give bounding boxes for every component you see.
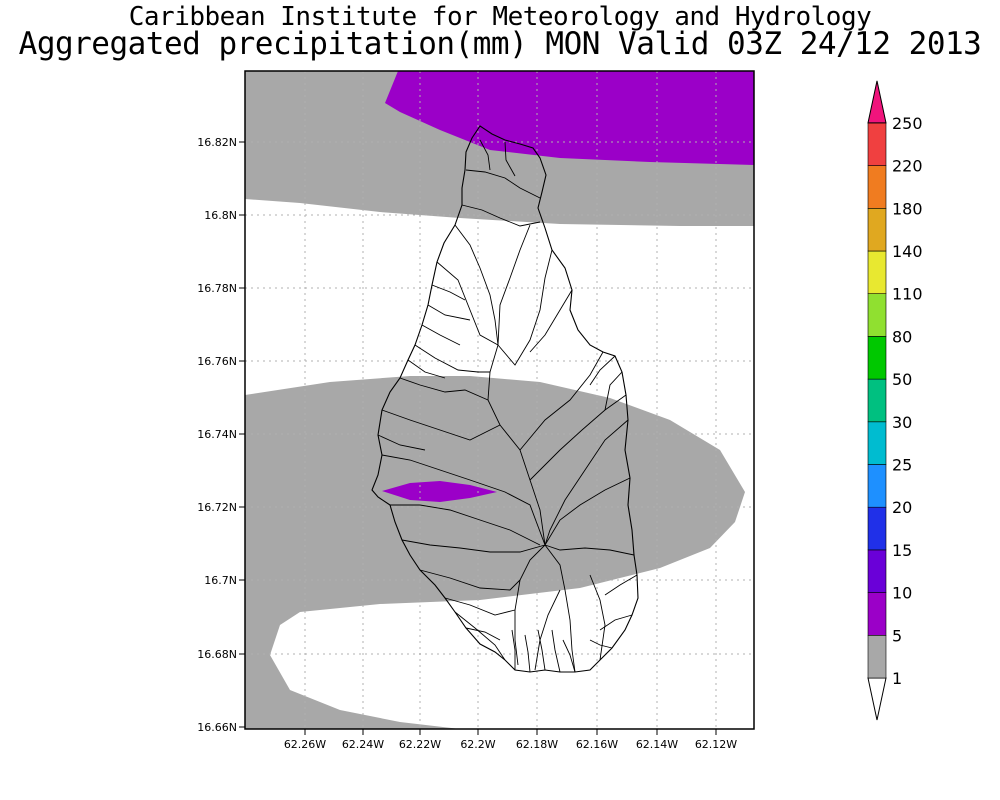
lon-tick-label: 62.18W (516, 738, 558, 751)
lat-tick-label: 16.72N (197, 501, 237, 514)
legend-label: 15 (892, 541, 912, 560)
watershed-boundaries (377, 139, 638, 673)
legend-swatch (867, 506, 887, 551)
lon-tick-label: 62.16W (576, 738, 618, 751)
lon-tick-label: 62.14W (636, 738, 678, 751)
legend-label: 110 (892, 285, 923, 304)
lon-tick-label: 62.12W (695, 738, 737, 751)
precip-band-central (245, 376, 745, 729)
legend-swatch (867, 378, 887, 423)
legend-label: 250 (892, 114, 923, 133)
legend-swatch (867, 549, 887, 593)
lat-tick-label: 16.68N (197, 648, 237, 661)
lat-tick-label: 16.8N (204, 209, 237, 222)
chart-subtitle: Aggregated precipitation(mm) MON Valid 0… (18, 26, 982, 62)
legend-label: 10 (892, 584, 912, 603)
lon-axis (304, 729, 717, 735)
legend-label: 180 (892, 199, 923, 218)
lon-tick-labels: 62.26W 62.24W 62.22W 62.2W 62.18W 62.16W… (284, 738, 737, 751)
lat-tick-label: 16.82N (197, 136, 237, 149)
legend-label: 25 (892, 456, 912, 475)
chart-title: Caribbean Institute for Meteorology and … (128, 2, 872, 32)
legend-arrow-high (867, 80, 887, 124)
precip-patch-north-purple (385, 71, 754, 165)
legend-swatch (867, 464, 887, 508)
map-plot-area (245, 71, 754, 729)
legend-swatch (867, 634, 887, 679)
map-frame (244, 70, 755, 730)
lon-tick-label: 62.24W (342, 738, 384, 751)
legend-swatch (867, 336, 887, 380)
legend-label: 140 (892, 242, 923, 261)
legend-label: 20 (892, 498, 912, 517)
lat-tick-labels: 16.82N 16.8N 16.78N 16.76N 16.74N 16.72N… (197, 136, 237, 734)
legend-arrow-low (867, 677, 887, 721)
lon-tick-label: 62.2W (460, 738, 495, 751)
legend-swatch (867, 208, 887, 252)
legend-label: 80 (892, 327, 912, 346)
legend-swatch (867, 592, 887, 636)
legend-swatch (867, 293, 887, 337)
legend-label: 1 (892, 669, 902, 688)
island-coastline (371, 125, 639, 673)
legend-swatch (867, 421, 887, 465)
legend-label: 5 (892, 626, 902, 645)
lat-tick-label: 16.74N (197, 428, 237, 441)
legend-label: 50 (892, 370, 912, 389)
lat-tick-label: 16.76N (197, 355, 237, 368)
lat-tick-label: 16.78N (197, 282, 237, 295)
precip-patch-central-purple (382, 481, 497, 502)
legend-swatch (867, 122, 887, 166)
legend-label: 220 (892, 157, 923, 176)
legend-swatch (867, 165, 887, 209)
lat-tick-label: 16.66N (197, 721, 237, 734)
legend-label: 30 (892, 413, 912, 432)
lat-axis (239, 141, 245, 728)
lon-tick-label: 62.26W (284, 738, 326, 751)
lat-tick-label: 16.7N (204, 574, 237, 587)
map-gridlines (245, 71, 754, 729)
lon-tick-label: 62.22W (399, 738, 441, 751)
legend-swatch (867, 250, 887, 295)
